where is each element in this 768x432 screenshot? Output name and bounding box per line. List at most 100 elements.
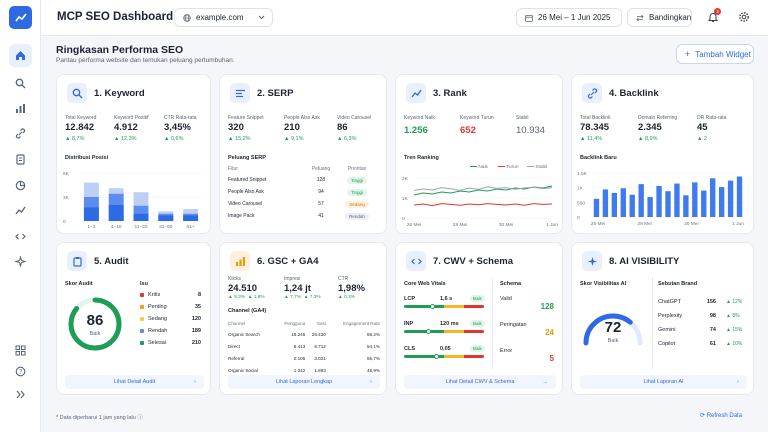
issue-count: 120	[191, 316, 201, 322]
date-range-picker[interactable]: 26 Mei – 1 Jun 2025	[516, 8, 622, 27]
position-distribution-chart: 6K 3K 0 1–3 4–10 11–20 21–50 51+	[63, 171, 203, 229]
table-row[interactable]: People Also Ask 94 Tinggi	[228, 186, 378, 198]
stat-value: 10.934	[516, 125, 546, 136]
keyword-card: 1. Keyword Total Keyword 12.842 ▲ 8,7% K…	[56, 74, 211, 234]
audit-score-value: 86	[86, 312, 104, 329]
brand-count: 98	[709, 313, 716, 319]
notification-badge: 3	[714, 8, 721, 15]
vital-label: CLS	[404, 346, 415, 352]
svg-text:?: ?	[19, 370, 23, 376]
table-row[interactable]: Featured Snippet 128 Tinggi	[228, 174, 378, 186]
card-title: 3. Rank	[433, 88, 467, 99]
table-cell: 6.413	[293, 343, 306, 349]
section-title: Distribusi Posisi	[65, 155, 109, 161]
app-title: MCP SEO Dashboard	[57, 11, 174, 23]
chevron-right-icon: ›	[370, 379, 372, 385]
table-cell: 57	[318, 201, 324, 207]
stat-value: 2.345	[638, 122, 662, 133]
column-header: Fitur	[228, 166, 238, 172]
stat-value: 12.842	[65, 122, 95, 133]
stat-delta: ▲ 11,4%	[580, 136, 603, 142]
delta-2: ▲ 7,3%	[303, 295, 321, 300]
document-icon[interactable]	[9, 148, 32, 171]
card-title: 1. Keyword	[94, 88, 145, 99]
trend-icon[interactable]	[9, 199, 32, 222]
chevron-right-icon: ›	[737, 379, 739, 385]
bar	[647, 197, 653, 217]
section-title: Backlink Baru	[580, 155, 617, 161]
site-selector[interactable]: example.com	[174, 8, 273, 27]
cwv-detail-link[interactable]: Lihat Detail CWV & Schema →	[404, 375, 556, 389]
issue-dot	[140, 317, 144, 321]
schema-count: 128	[540, 302, 554, 311]
bar-chart-icon[interactable]	[9, 97, 32, 120]
stat-value: 45	[697, 122, 708, 133]
ai-report-link[interactable]: Lihat Laporan AI ›	[580, 375, 747, 389]
search-icon[interactable]	[9, 72, 32, 95]
last-updated: * Data diperbarui 1 jam yang lalu ⓘ	[56, 413, 143, 421]
priority-badge: Rendah	[345, 212, 369, 220]
swap-icon	[636, 14, 644, 22]
table-row[interactable]: Video Carousel 57 Sedang	[228, 198, 378, 210]
vital-value: 120 ms	[440, 321, 459, 327]
x-tick-label: 51+	[187, 224, 195, 229]
stat-label: Keyword Positif	[114, 115, 149, 121]
brand-delta: ▲ 12%	[726, 299, 743, 305]
audit-score-label: Baik	[89, 331, 101, 337]
code-icon[interactable]	[9, 225, 32, 248]
column-header: Engagement Rate	[342, 320, 380, 326]
stat-delta: ▲ 6,3%	[337, 136, 357, 142]
table-cell: 54,1%	[366, 343, 380, 349]
y-tick-label: 6K	[63, 171, 70, 177]
issue-dot	[140, 341, 144, 345]
ai-score-value: 72	[604, 319, 622, 336]
full-report-link[interactable]: Lihat Laporan Lengkap ›	[228, 375, 380, 389]
help-icon[interactable]: ?	[9, 360, 32, 383]
table-row[interactable]: Direct 6.413 8.712 54,1%	[228, 340, 380, 352]
stat-label: Domain Referring	[638, 115, 678, 121]
table-row[interactable]: Image Pack 41 Rendah	[228, 210, 378, 222]
compare-button[interactable]: Bandingkan	[627, 8, 692, 27]
table-cell: Image Pack	[228, 213, 255, 219]
pie-chart-icon[interactable]	[9, 174, 32, 197]
logo-icon[interactable]	[9, 6, 32, 29]
audit-detail-link[interactable]: Lihat Detail Audit ›	[65, 375, 204, 389]
table-row[interactable]: Referral 2.105 3.021 55,7%	[228, 352, 380, 364]
x-tick-label: 21–50	[159, 224, 173, 229]
cwv-card: 7. CWV + Schema Core Web Vitals Schema L…	[395, 242, 563, 395]
legend-item-stabil: Stabil	[527, 165, 547, 170]
table-row[interactable]: Organic Social 1.342 1.893 48,9%	[228, 364, 380, 376]
stat-label: Feature Snippet	[228, 115, 264, 121]
grid-icon[interactable]	[9, 339, 32, 362]
x-tick-label: 26 Mei	[407, 222, 421, 228]
add-widget-button[interactable]: + Tambah Widget	[676, 44, 754, 64]
link-icon[interactable]	[9, 122, 32, 145]
table-header: Fitur Peluang Prioritas	[228, 164, 378, 174]
collapse-icon[interactable]	[9, 383, 32, 406]
ai-visibility-card: 8. AI VISIBILITY Skor Visibilitas AI 72 …	[571, 242, 754, 395]
section-title: Peluang SERP	[228, 155, 266, 161]
home-icon[interactable]	[9, 44, 32, 67]
card-title: 7. CWV + Schema	[433, 256, 513, 267]
section-title: Channel (GA4)	[228, 308, 267, 314]
gsc-card: 6. GSC + GA4 Klicks 24.510 ▲ 9,3% ▲ 1,8%…	[219, 242, 387, 395]
refresh-data-button[interactable]: ⟳ Refresh Data	[700, 412, 742, 419]
issue-dot	[140, 329, 144, 333]
brand-count: 156	[706, 299, 716, 305]
x-tick-label: 4–10	[111, 224, 122, 229]
stat-value: 320	[228, 122, 244, 133]
stat-value: 3,45%	[164, 122, 191, 133]
stat-delta: ▲ 8,9%	[638, 136, 658, 142]
link-label: Lihat Detail Audit	[113, 379, 156, 385]
page-subtitle: Pantau performa website dan temukan pelu…	[56, 57, 235, 64]
gear-icon[interactable]	[738, 11, 750, 23]
x-tick-label: 28 Mei	[637, 221, 651, 227]
stat-value: 210	[284, 122, 300, 133]
table-row[interactable]: Organic Search 18.245 25.430 68,2%	[228, 328, 380, 340]
section-title: Core Web Vitals	[404, 281, 446, 287]
divider	[652, 277, 653, 369]
stat-delta: ▲ 12,3%	[114, 136, 137, 142]
sparkle-icon[interactable]	[9, 250, 32, 273]
calendar-icon	[525, 14, 533, 22]
list-icon	[230, 83, 250, 103]
